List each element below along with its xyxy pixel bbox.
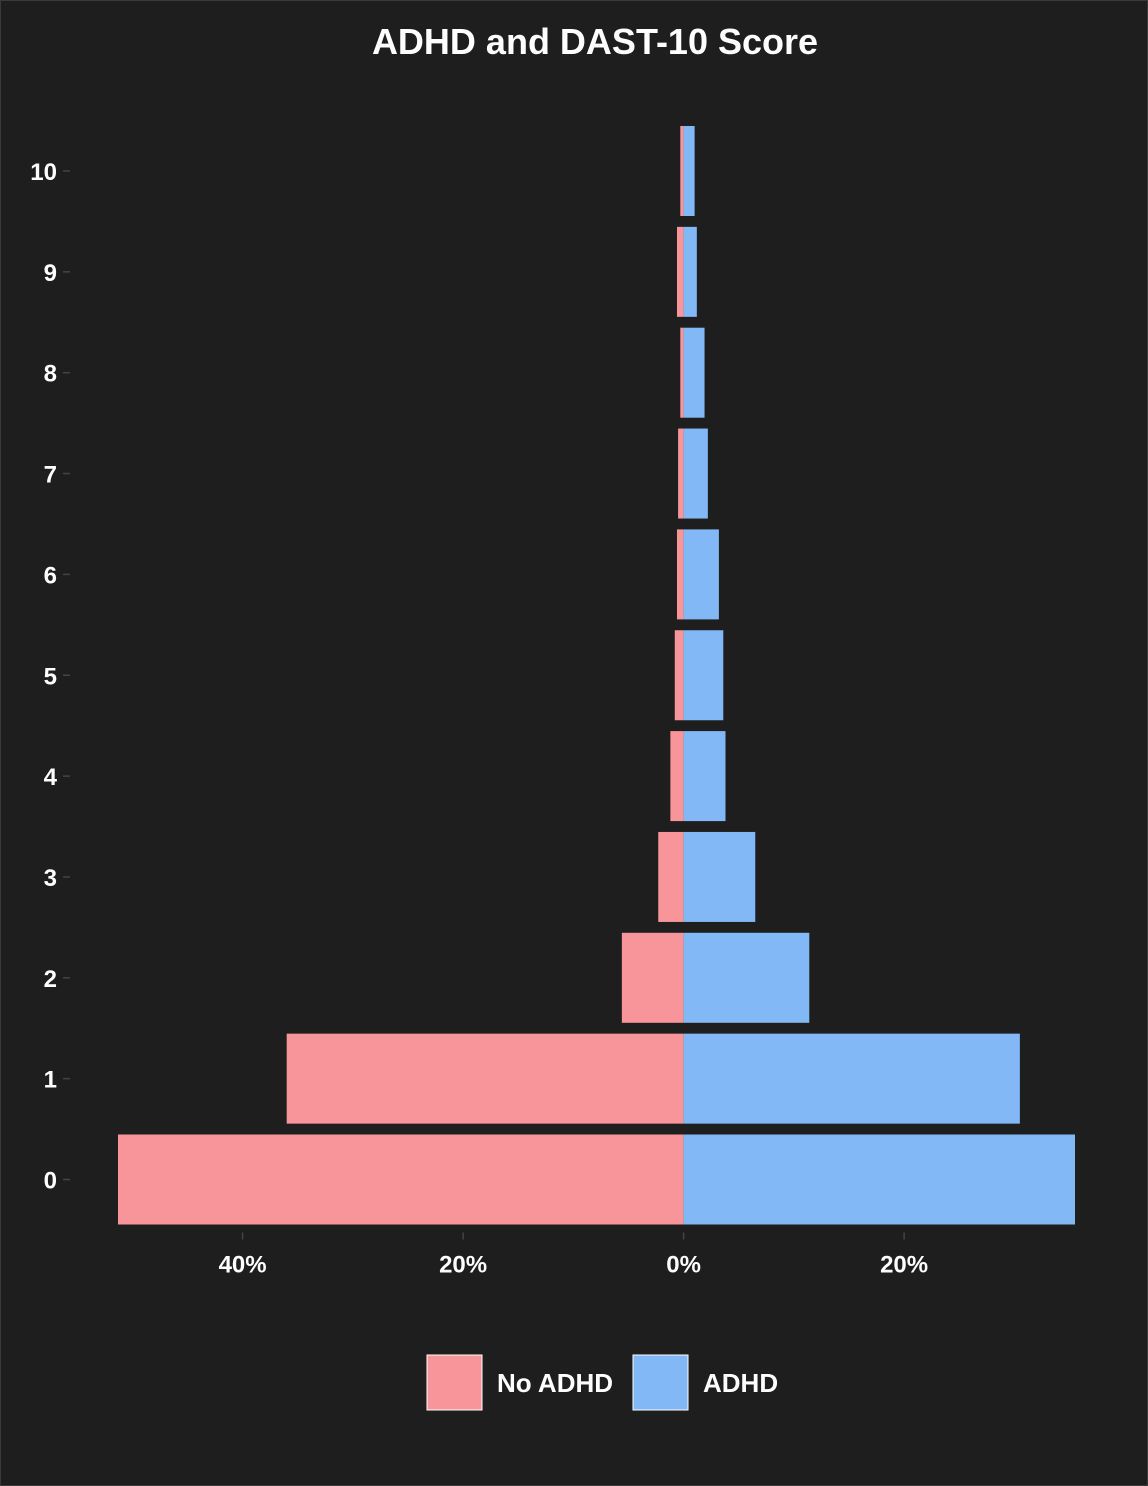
bar-no-adhd-9 [676,226,684,317]
x-axis: 40% 20% 0% 20% [219,1232,928,1279]
bar-adhd-0 [683,1134,1075,1225]
bar-no-adhd-4 [670,731,684,822]
x-tick-label: 20% [880,1252,928,1279]
legend-label-no-adhd: No ADHD [497,1368,613,1398]
y-tick-label: 1 [44,1067,57,1094]
y-tick-label: 0 [44,1168,57,1195]
bar-no-adhd-10 [680,126,684,216]
x-tick-label: 40% [219,1252,267,1279]
bars-group [118,126,1075,1225]
bar-no-adhd-3 [658,831,684,922]
y-tick-label: 7 [44,462,57,489]
y-axis: 0 1 2 3 4 5 6 7 8 9 10 [30,159,70,1195]
y-tick-label: 2 [44,966,57,993]
bar-adhd-4 [683,731,726,822]
y-tick-label: 3 [44,865,57,892]
bar-no-adhd-8 [680,327,684,418]
legend-swatch-adhd [632,1354,689,1411]
bar-no-adhd-5 [674,630,684,721]
bar-no-adhd-0 [118,1134,684,1225]
y-tick-label: 9 [44,260,57,287]
bar-no-adhd-2 [621,932,684,1023]
y-tick-label: 8 [44,361,57,388]
bar-adhd-7 [683,428,708,519]
bar-adhd-3 [683,831,756,922]
y-tick-label: 4 [44,764,58,791]
y-tick-label: 10 [30,159,57,186]
bar-adhd-8 [683,327,705,418]
bar-no-adhd-1 [286,1033,684,1124]
bar-no-adhd-7 [678,428,684,519]
chart-title: ADHD and DAST-10 Score [372,21,818,62]
legend: No ADHD ADHD [426,1354,778,1411]
x-tick-label: 0% [666,1252,701,1279]
bar-adhd-6 [683,529,719,620]
bar-adhd-2 [683,932,810,1023]
bar-adhd-1 [683,1033,1020,1124]
bar-adhd-10 [683,126,695,216]
x-tick-label: 20% [439,1252,487,1279]
y-tick-label: 5 [44,663,57,690]
legend-label-adhd: ADHD [703,1368,778,1398]
bar-adhd-5 [683,630,724,721]
bar-adhd-9 [683,226,697,317]
bar-no-adhd-6 [676,529,684,620]
legend-swatch-no-adhd [426,1354,483,1411]
y-tick-label: 6 [44,562,57,589]
